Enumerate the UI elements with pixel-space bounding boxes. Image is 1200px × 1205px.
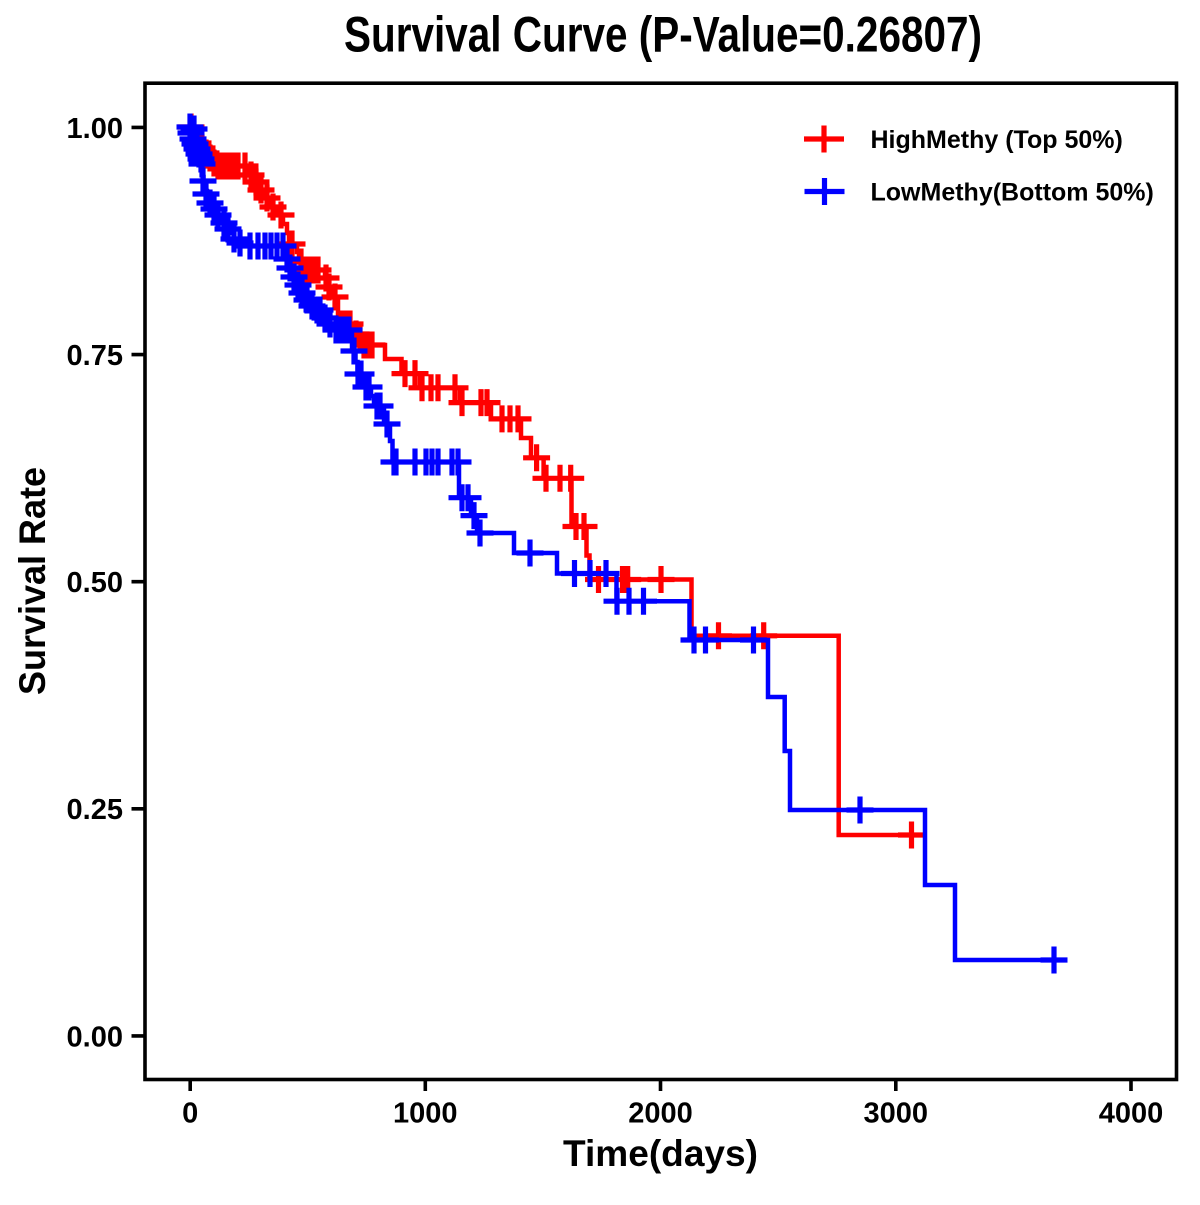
svg-text:HighMethy (Top 50%): HighMethy (Top 50%) [871,126,1123,154]
svg-text:LowMethy(Bottom 50%): LowMethy(Bottom 50%) [871,178,1154,206]
svg-text:Survival Rate: Survival Rate [12,467,53,695]
svg-text:Time(days): Time(days) [563,1133,758,1174]
svg-text:2000: 2000 [628,1098,693,1130]
svg-text:1000: 1000 [393,1098,458,1130]
svg-text:Survival Curve (P-Value=0.2680: Survival Curve (P-Value=0.26807) [344,7,982,63]
svg-text:0.00: 0.00 [67,1021,123,1053]
svg-text:0.75: 0.75 [67,340,123,372]
svg-text:0.50: 0.50 [67,567,123,599]
svg-text:4000: 4000 [1099,1098,1164,1130]
svg-text:1.00: 1.00 [67,113,123,145]
svg-text:0.25: 0.25 [67,794,123,826]
svg-text:0: 0 [182,1098,198,1130]
svg-text:3000: 3000 [864,1098,929,1130]
